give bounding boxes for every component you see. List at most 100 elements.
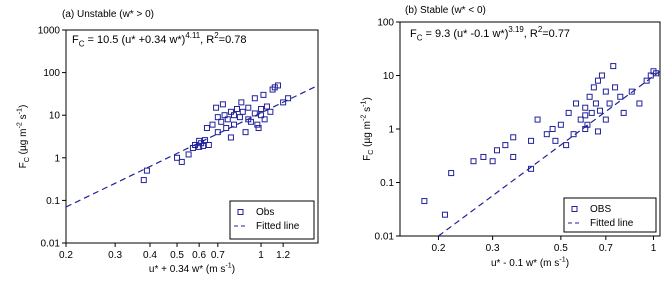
data-point	[214, 129, 221, 136]
data-point	[612, 84, 619, 91]
data-point	[251, 95, 258, 102]
text-part: C	[366, 150, 375, 155]
legend-box	[229, 200, 315, 240]
data-point	[214, 114, 221, 121]
legend-label: Fitted line	[256, 221, 300, 232]
fitted-line	[65, 84, 319, 208]
data-point	[441, 211, 448, 218]
data-point	[247, 118, 254, 125]
text-part: )	[362, 97, 373, 100]
data-point	[285, 95, 292, 102]
data-point	[219, 101, 226, 108]
data-point	[254, 121, 261, 128]
data-point	[236, 114, 243, 121]
data-point	[592, 100, 599, 107]
y-axis-label: FC (µg m-2 s-1)	[15, 105, 32, 169]
data-point	[534, 116, 541, 123]
data-point	[552, 137, 559, 144]
y-tick-label: 10	[49, 111, 61, 122]
text-part: F	[362, 155, 373, 161]
y-tick-label: 100	[43, 68, 60, 79]
text-part: -1	[15, 108, 24, 114]
data-point	[590, 84, 597, 91]
data-point	[594, 128, 601, 135]
x-tick-label: 0.3	[486, 243, 500, 254]
data-point	[480, 153, 487, 160]
data-point	[218, 118, 225, 125]
data-point	[258, 112, 265, 119]
fitted-line	[438, 70, 661, 237]
text-part: (µg m	[362, 121, 373, 150]
text-part: , R	[524, 28, 538, 40]
data-point	[582, 112, 589, 119]
data-point	[448, 170, 455, 177]
y-tick-label: 0.01	[375, 232, 395, 243]
text-part: u* - 0.1 w* (m s	[491, 258, 559, 269]
text-part: F	[410, 28, 417, 40]
data-point	[493, 147, 500, 154]
text-part: s	[362, 107, 373, 115]
text-part: u* + 0.34 w* (m s	[149, 264, 225, 275]
text-part: -1	[359, 100, 368, 106]
data-point	[233, 105, 240, 112]
y-tick-label: 0.1	[46, 196, 60, 207]
data-point	[510, 134, 517, 141]
data-point	[267, 108, 274, 115]
data-point	[140, 177, 147, 184]
text-part: -2	[15, 122, 24, 128]
y-tick-label: 0.1	[380, 178, 394, 189]
y-tick-label: 1	[54, 153, 60, 164]
text-part: = 9.3 (u* -0.1 w*)	[422, 28, 508, 40]
data-point	[209, 121, 216, 128]
legend-label: Obs	[256, 207, 274, 218]
data-point	[202, 137, 209, 144]
data-point	[185, 151, 192, 158]
data-point	[620, 109, 627, 116]
data-point	[602, 116, 609, 123]
data-point	[421, 198, 428, 205]
data-point	[643, 77, 650, 84]
data-point	[227, 134, 234, 141]
data-point	[271, 84, 278, 91]
text-part: , R	[200, 34, 214, 46]
data-point	[251, 110, 258, 117]
legend-marker	[571, 206, 578, 212]
data-point	[510, 153, 517, 160]
chart-title: (b) Stable (w* < 0)	[405, 5, 486, 16]
x-tick-label: 0.6	[192, 250, 206, 261]
x-tick-label: 0.7	[211, 250, 225, 261]
x-tick-label: 1	[258, 250, 264, 261]
text-part: = 10.5 (u* +0.34 w*)	[84, 34, 185, 46]
data-point	[596, 107, 603, 114]
text-part: -2	[359, 115, 368, 121]
data-point	[577, 116, 584, 123]
data-point	[231, 121, 237, 128]
data-point	[470, 158, 477, 165]
data-point	[224, 116, 231, 123]
legend-label: OBS	[590, 204, 611, 215]
data-point	[598, 72, 605, 79]
data-point	[258, 105, 265, 112]
y-tick-label: 10	[383, 71, 395, 82]
x-tick-label: 0.2	[431, 243, 445, 254]
data-point	[602, 88, 609, 95]
legend-label: Fitted line	[590, 218, 634, 229]
x-tick-label: 1	[651, 243, 657, 254]
data-point	[557, 121, 564, 128]
y-tick-label: 1000	[38, 26, 61, 37]
data-point	[549, 126, 556, 132]
plot-frame	[65, 29, 319, 244]
text-part: F	[18, 162, 29, 168]
data-point	[636, 100, 643, 107]
data-point	[203, 125, 210, 132]
data-point	[213, 104, 220, 111]
chart-title: (a) Unstable (w* > 0)	[62, 9, 154, 20]
data-point	[280, 99, 287, 106]
data-point	[653, 70, 660, 77]
data-point	[563, 142, 570, 149]
text-part: 2	[538, 25, 542, 34]
x-tick-label: 0.5	[554, 243, 568, 254]
data-point	[200, 142, 207, 149]
data-point	[227, 108, 234, 115]
